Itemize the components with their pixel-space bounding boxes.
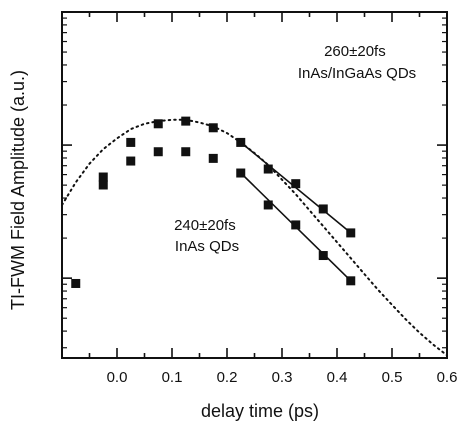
y-axis-label: TI-FWM Field Amplitude (a.u.): [8, 70, 28, 310]
annotation-lower: 240±20fs InAs QDs: [174, 217, 240, 255]
data-point: [318, 204, 328, 214]
x-tick-label: 0.0: [107, 369, 128, 386]
data-point: [263, 200, 273, 210]
x-tick-label: 0.2: [217, 369, 238, 386]
data-point: [153, 147, 163, 157]
annotation-upper: 260±20fs InAs/InGaAs QDs: [298, 43, 416, 82]
data-point: [291, 179, 301, 189]
axis-ticks: [61, 11, 448, 358]
data-point: [181, 116, 191, 126]
data-point: [318, 251, 328, 261]
annotation-upper-line1: 260±20fs: [324, 43, 386, 60]
series-model: [61, 118, 448, 357]
data-point: [236, 168, 246, 178]
x-tick-label: 0.5: [382, 369, 403, 386]
data-point: [98, 180, 108, 190]
annotation-lower-line2: InAs QDs: [175, 238, 239, 255]
plot-frame: [61, 11, 448, 359]
x-tick-label: 0.4: [327, 369, 348, 386]
series-fit-lower: [240, 172, 352, 282]
data-point: [153, 119, 163, 129]
annotation-lower-line1: 240±20fs: [174, 217, 236, 234]
series-layer: [61, 116, 448, 357]
data-point: [98, 172, 108, 182]
data-point: [291, 220, 301, 230]
annotation-upper-line2: InAs/InGaAs QDs: [298, 65, 416, 82]
data-point: [126, 137, 136, 147]
x-tick-label: 0.1: [162, 369, 183, 386]
data-point: [208, 153, 218, 163]
data-point: [208, 123, 218, 133]
data-point: [126, 156, 136, 166]
x-tick-labels: 0.0 0.1 0.2 0.3 0.4 0.5 0.6: [107, 369, 458, 386]
data-point: [181, 147, 191, 157]
data-point: [71, 278, 81, 288]
x-tick-label: 0.3: [272, 369, 293, 386]
x-tick-label: 0.6: [437, 369, 458, 386]
data-point: [263, 164, 273, 174]
x-axis-label: delay time (ps): [201, 401, 319, 421]
